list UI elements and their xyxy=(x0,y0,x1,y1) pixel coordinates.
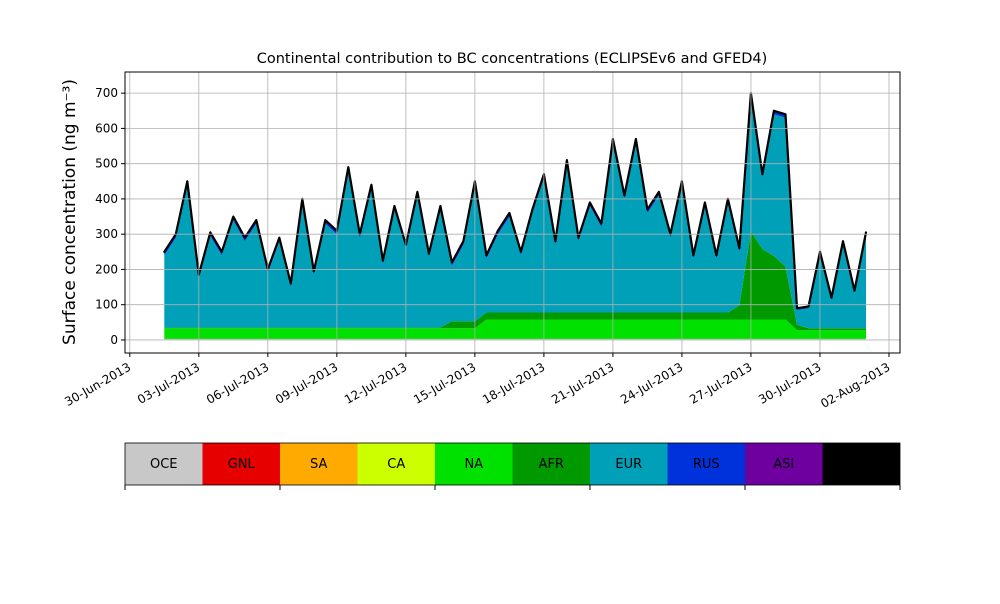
legend-swatch xyxy=(667,443,745,485)
x-tick-label: 30-Jul-2013 xyxy=(756,360,823,407)
x-tick-label: 30-Jun-2013 xyxy=(62,360,133,409)
legend-swatch xyxy=(822,443,900,485)
x-tick-label: 15-Jul-2013 xyxy=(411,360,478,407)
legend-label: NA xyxy=(464,457,483,472)
legend-swatch xyxy=(745,443,823,485)
legend-swatch xyxy=(280,443,358,485)
legend-label: SA xyxy=(310,457,327,472)
y-tick-label: 300 xyxy=(95,227,118,241)
x-tick-label: 24-Jul-2013 xyxy=(618,360,685,407)
legend-swatch xyxy=(435,443,513,485)
y-tick-label: 700 xyxy=(95,86,118,100)
legend-label: CA xyxy=(387,457,405,472)
area-eur xyxy=(164,96,867,329)
legend-label: AUS xyxy=(848,457,875,472)
y-axis-label: Surface concentration (ng m⁻³) xyxy=(60,79,80,345)
legend-label: ASI xyxy=(773,457,794,472)
legend-swatch xyxy=(590,443,668,485)
legend-swatch xyxy=(202,443,280,485)
x-tick-label: 27-Jul-2013 xyxy=(687,360,754,407)
y-tick-label: 100 xyxy=(95,298,118,312)
x-tick-label: 03-Jul-2013 xyxy=(135,360,202,407)
chart-title: Continental contribution to BC concentra… xyxy=(257,51,768,67)
y-tick-label: 600 xyxy=(95,121,118,135)
y-tick-label: 400 xyxy=(95,192,118,206)
legend-frame xyxy=(124,442,901,486)
area-afr xyxy=(164,231,867,331)
x-tick-label: 02-Aug-2013 xyxy=(818,360,892,411)
area-na xyxy=(164,319,867,339)
legend-label: RUS xyxy=(693,457,720,472)
y-tick-label: 200 xyxy=(95,262,118,276)
legend-label: EUR xyxy=(615,457,642,472)
x-tick-label: 09-Jul-2013 xyxy=(273,360,340,407)
area-aus xyxy=(163,92,868,310)
x-tick-label: 21-Jul-2013 xyxy=(549,360,616,407)
plot-frame xyxy=(124,71,901,354)
y-tick-label: 500 xyxy=(95,157,118,171)
legend-swatch xyxy=(357,443,435,485)
x-tick-label: 06-Jul-2013 xyxy=(204,360,271,407)
legend-swatch xyxy=(512,443,590,485)
x-tick-label: 18-Jul-2013 xyxy=(480,360,547,407)
legend-swatch xyxy=(125,443,203,485)
legend-label: AFR xyxy=(539,457,564,472)
legend-label: OCE xyxy=(150,457,178,472)
y-tick-label: 0 xyxy=(110,333,118,347)
legend-label: GNL xyxy=(228,457,256,472)
x-tick-label: 12-Jul-2013 xyxy=(342,360,409,407)
